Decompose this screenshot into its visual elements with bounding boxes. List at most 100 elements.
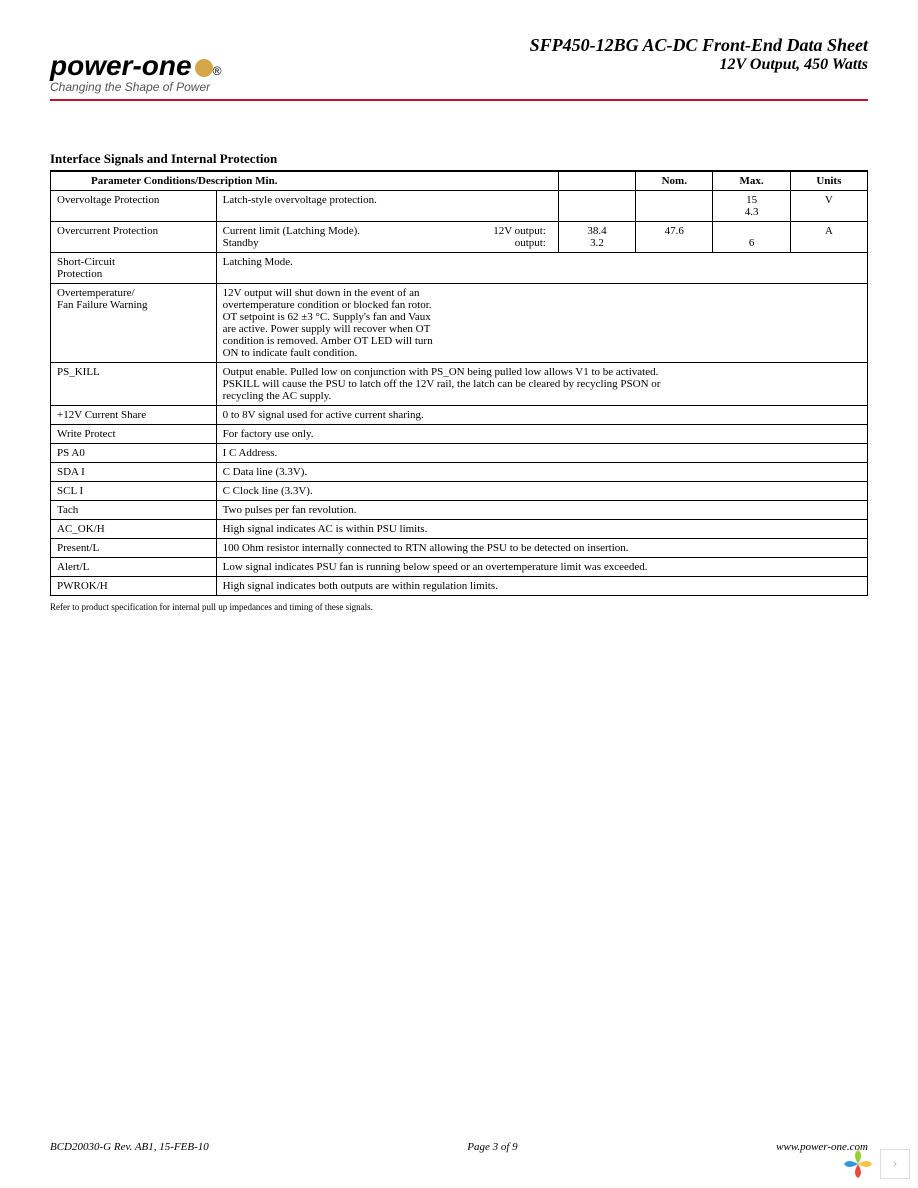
txt: Current limit (Latching Mode). (223, 225, 462, 237)
cell-nom (636, 191, 713, 222)
val: 15 (719, 194, 783, 206)
cell-nom: 47.6 (636, 222, 713, 253)
logo-dot-icon (195, 59, 213, 77)
txt: Standby (223, 237, 462, 249)
chevron-right-icon: › (893, 1156, 898, 1172)
logo-registered: ® (213, 64, 222, 78)
cell-max: 6 (713, 222, 790, 253)
txt: Protection (57, 268, 210, 280)
txt: Short-Circuit (57, 256, 210, 268)
cell-desc: Current limit (Latching Mode).12V output… (216, 222, 558, 253)
cell-desc: Latch-style overvoltage protection. (216, 191, 558, 222)
flower-icon[interactable] (842, 1148, 874, 1180)
val: 47.6 (642, 225, 706, 237)
txt: condition is removed. Amber OT LED will … (223, 335, 861, 347)
val: 38.4 (565, 225, 629, 237)
table-row: SDA I C Data line (3.3V). (51, 463, 868, 482)
txt: overtemperature condition or blocked fan… (223, 299, 861, 311)
cell-min: 38.4 3.2 (558, 222, 635, 253)
cell-param: Overtemperature/ Fan Failure Warning (51, 284, 217, 363)
footer-center: Page 3 of 9 (467, 1141, 517, 1153)
cell-desc: I C Address. (216, 444, 867, 463)
th-max: Max. (713, 171, 790, 191)
cell-param: +12V Current Share (51, 406, 217, 425)
cell-desc: Low signal indicates PSU fan is running … (216, 558, 867, 577)
cell-param: Overvoltage Protection (51, 191, 217, 222)
cell-param: PS A0 (51, 444, 217, 463)
table-row: AC_OK/H High signal indicates AC is with… (51, 520, 868, 539)
val: 3.2 (565, 237, 629, 249)
th-param: Parameter Conditions/Description Min. (51, 171, 559, 191)
table-row: Write Protect For factory use only. (51, 425, 868, 444)
txt: PSKILL will cause the PSU to latch off t… (223, 378, 861, 390)
cell-param: PS_KILL (51, 363, 217, 406)
section-title: Interface Signals and Internal Protectio… (50, 151, 868, 167)
txt: recycling the AC supply. (223, 390, 861, 402)
table-row: PS A0 I C Address. (51, 444, 868, 463)
cell-desc: C Data line (3.3V). (216, 463, 867, 482)
cell-desc: High signal indicates both outputs are w… (216, 577, 867, 596)
cell-max: 15 4.3 (713, 191, 790, 222)
cell-min (558, 191, 635, 222)
table-row: Alert/L Low signal indicates PSU fan is … (51, 558, 868, 577)
cell-param: SDA I (51, 463, 217, 482)
logo-word: power-one (50, 50, 192, 82)
cell-desc: 0 to 8V signal used for active current s… (216, 406, 867, 425)
footnote: Refer to product specification for inter… (50, 602, 868, 612)
cell-desc: Output enable. Pulled low on conjunction… (216, 363, 867, 406)
table-row: PS_KILL Output enable. Pulled low on con… (51, 363, 868, 406)
cell-desc: 100 Ohm resistor internally connected to… (216, 539, 867, 558)
table-row: Short-Circuit Protection Latching Mode. (51, 253, 868, 284)
cell-desc: C Clock line (3.3V). (216, 482, 867, 501)
table-row: Present/L 100 Ohm resistor internally co… (51, 539, 868, 558)
txt: 12V output: (462, 225, 552, 237)
cell-units: V (790, 191, 867, 222)
header-rule (50, 99, 868, 101)
cell-param: PWROK/H (51, 577, 217, 596)
cell-desc: For factory use only. (216, 425, 867, 444)
table-row: Overtemperature/ Fan Failure Warning 12V… (51, 284, 868, 363)
txt: 12V output will shut down in the event o… (223, 287, 861, 299)
next-page-button[interactable]: › (880, 1149, 910, 1179)
cell-units: A (790, 222, 867, 253)
cell-param: AC_OK/H (51, 520, 217, 539)
cell-param: Tach (51, 501, 217, 520)
cell-desc: Two pulses per fan revolution. (216, 501, 867, 520)
txt: Overtemperature/ (57, 287, 210, 299)
footer: BCD20030-G Rev. AB1, 15-FEB-10 Page 3 of… (50, 1141, 868, 1153)
txt: Fan Failure Warning (57, 299, 210, 311)
title-block: SFP450-12BG AC-DC Front-End Data Sheet 1… (530, 30, 868, 74)
doc-title: SFP450-12BG AC-DC Front-End Data Sheet (530, 35, 868, 56)
txt: are active. Power supply will recover wh… (223, 323, 861, 335)
table-row: SCL I C Clock line (3.3V). (51, 482, 868, 501)
txt: output: (462, 237, 552, 249)
val (719, 225, 783, 237)
txt: ON to indicate fault condition. (223, 347, 861, 359)
val: 4.3 (719, 206, 783, 218)
cell-desc: Latching Mode. (216, 253, 867, 284)
page: power-one ® Changing the Shape of Power … (0, 0, 918, 1188)
table-row: Overvoltage Protection Latch-style overv… (51, 191, 868, 222)
table-row: PWROK/H High signal indicates both outpu… (51, 577, 868, 596)
logo-block: power-one ® Changing the Shape of Power (50, 30, 221, 94)
cell-param: SCL I (51, 482, 217, 501)
cell-param: Write Protect (51, 425, 217, 444)
table-row: +12V Current Share 0 to 8V signal used f… (51, 406, 868, 425)
logo: power-one ® (50, 50, 221, 82)
table-header-row: Parameter Conditions/Description Min. No… (51, 171, 868, 191)
tagline: Changing the Shape of Power (50, 80, 221, 94)
cell-param: Short-Circuit Protection (51, 253, 217, 284)
table-row: Tach Two pulses per fan revolution. (51, 501, 868, 520)
txt: Output enable. Pulled low on conjunction… (223, 366, 861, 378)
th-min (558, 171, 635, 191)
val: 6 (719, 237, 783, 249)
spec-table: Parameter Conditions/Description Min. No… (50, 170, 868, 596)
viewer-controls: › (842, 1148, 910, 1180)
footer-left: BCD20030-G Rev. AB1, 15-FEB-10 (50, 1141, 209, 1153)
cell-desc: 12V output will shut down in the event o… (216, 284, 867, 363)
table-row: Overcurrent Protection Current limit (La… (51, 222, 868, 253)
doc-subtitle: 12V Output, 450 Watts (530, 56, 868, 74)
cell-param: Present/L (51, 539, 217, 558)
th-nom: Nom. (636, 171, 713, 191)
cell-param: Overcurrent Protection (51, 222, 217, 253)
